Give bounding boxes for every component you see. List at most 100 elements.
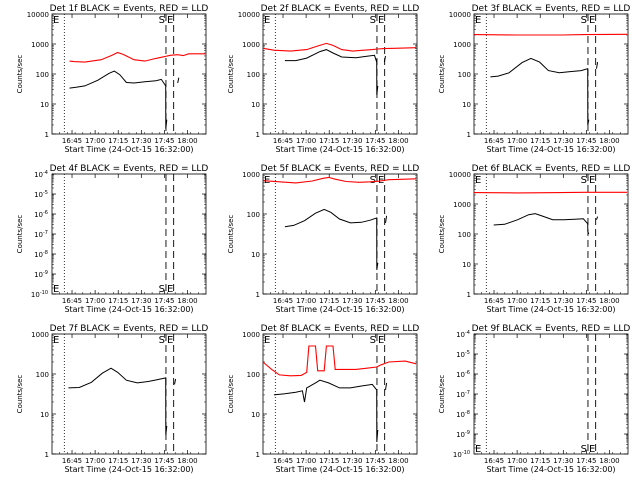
y-axis-label: Counts/sec [438,55,446,94]
series-line-0 [262,176,417,184]
x-tick-label: 16:45 [484,297,504,305]
y-tick-label: 10 [251,251,260,259]
x-axis-label: Start Time (24-Oct-15 16:32:00) [64,465,193,474]
x-tick-label: 18:00 [388,297,408,305]
start-marker: S [370,175,376,186]
panel-title: Det 7f BLACK = Events, RED = LLD [50,324,209,334]
y-tick-label: 10-9 [34,270,48,279]
y-tick-label: 10-4 [34,170,48,179]
x-tick-label: 18:00 [599,457,619,465]
series-line-1 [284,49,379,96]
x-axis-label: Start Time (24-Oct-15 16:32:00) [486,145,615,154]
x-tick-label: 17:45 [365,297,385,305]
start-marker: S [581,444,587,455]
y-axis-label: Counts/sec [227,375,235,414]
plot-frame [51,173,207,295]
series-line-0 [473,33,628,36]
y-tick-label: 1000 [242,171,260,179]
plot-frame [51,13,207,135]
x-axis-label: Start Time (24-Oct-15 16:32:00) [486,465,615,474]
plot-frame [473,333,629,455]
y-tick-label: 1 [467,291,471,299]
panel-det-6: Det 6f BLACK = Events, RED = LLD 1 10 100 10… [438,164,630,314]
series-line-1 [490,57,590,126]
end-marker: E [589,444,595,455]
start-marker: S [159,335,165,346]
y-axis-label: Counts/sec [227,215,235,254]
x-tick-label: 17:00 [507,297,527,305]
panel-det-3: Det 3f BLACK = Events, RED = LLD 1 10 100 10… [438,4,630,154]
edge-marker: E [264,15,270,26]
x-tick-label: 18:00 [599,297,619,305]
x-tick-label: 17:30 [131,457,151,465]
y-tick-label: 100 [36,71,49,79]
edge-marker: E [264,335,270,346]
x-tick-label: 17:00 [507,457,527,465]
series-line-1 [493,213,590,235]
x-tick-label: 17:00 [85,137,105,145]
y-tick-label: 10-6 [34,210,48,219]
x-tick-label: 17:00 [296,457,316,465]
x-tick-label: 17:15 [530,457,550,465]
x-tick-label: 16:45 [62,457,82,465]
x-tick-label: 17:45 [154,457,174,465]
x-axis-label: Start Time (24-Oct-15 16:32:00) [64,305,193,314]
y-tick-label: 1000 [242,331,260,339]
y-axis-label: Counts/sec [227,55,235,94]
y-tick-label: 1 [256,291,260,299]
panel-det-5: Det 5f BLACK = Events, RED = LLD 1 10 100 10… [227,164,419,314]
x-tick-label: 16:45 [273,297,293,305]
panel-det-2: Det 2f BLACK = Events, RED = LLD 1 10 100 10… [227,4,419,154]
y-tick-label: 1000 [453,41,471,49]
x-axis-label: Start Time (24-Oct-15 16:32:00) [275,465,404,474]
x-tick-label: 17:00 [296,137,316,145]
y-tick-label: 1 [467,131,471,139]
panel-det-8: Det 8f BLACK = Events, RED = LLD 1 10 100 10… [227,324,419,474]
x-tick-label: 18:00 [177,137,197,145]
y-tick-label: 100 [247,371,260,379]
x-tick-label: 17:30 [553,457,573,465]
x-tick-label: 17:15 [530,297,550,305]
panel-title: Det 5f BLACK = Events, RED = LLD [261,164,420,174]
x-axis-label: Start Time (24-Oct-15 16:32:00) [64,145,193,154]
series-line-2 [596,62,599,69]
panel-det-9: Det 9f BLACK = Events, RED = LLD 10-10 10-… [438,324,630,474]
x-tick-label: 18:00 [177,297,197,305]
series-line-2 [385,215,388,223]
y-tick-label: 1 [256,451,260,459]
y-tick-label: 10-9 [456,430,470,439]
x-tick-label: 17:30 [342,297,362,305]
x-tick-label: 17:45 [576,297,596,305]
y-tick-label: 10-7 [456,390,470,399]
y-tick-label: 10-5 [456,350,470,359]
series-line-0 [262,345,417,377]
series-line-2 [383,55,386,63]
start-marker: S [159,284,165,295]
series-line-0 [69,51,206,63]
x-tick-label: 17:00 [507,137,527,145]
panel-title: Det 4f BLACK = Events, RED = LLD [50,164,209,174]
x-tick-label: 17:45 [576,137,596,145]
x-tick-label: 17:45 [365,137,385,145]
x-tick-label: 17:45 [154,297,174,305]
y-tick-label: 10-6 [456,370,470,379]
x-tick-label: 17:15 [108,137,128,145]
x-tick-label: 17:45 [154,137,174,145]
y-tick-label: 10000 [27,11,49,19]
x-tick-label: 17:15 [108,297,128,305]
y-tick-label: 10-7 [34,230,48,239]
y-axis-label: Counts/sec [16,55,24,94]
y-tick-label: 1 [256,131,260,139]
panel-title: Det 1f BLACK = Events, RED = LLD [50,4,209,14]
panel-title: Det 8f BLACK = Events, RED = LLD [261,324,420,334]
x-axis-label: Start Time (24-Oct-15 16:32:00) [275,145,404,154]
x-tick-label: 16:45 [62,137,82,145]
x-tick-label: 18:00 [599,137,619,145]
y-tick-label: 10 [251,101,260,109]
x-tick-label: 16:45 [484,137,504,145]
y-tick-label: 10-10 [31,290,48,299]
y-axis-label: Counts/sec [16,375,24,414]
edge-marker: E [475,444,481,455]
end-marker: E [167,284,173,295]
